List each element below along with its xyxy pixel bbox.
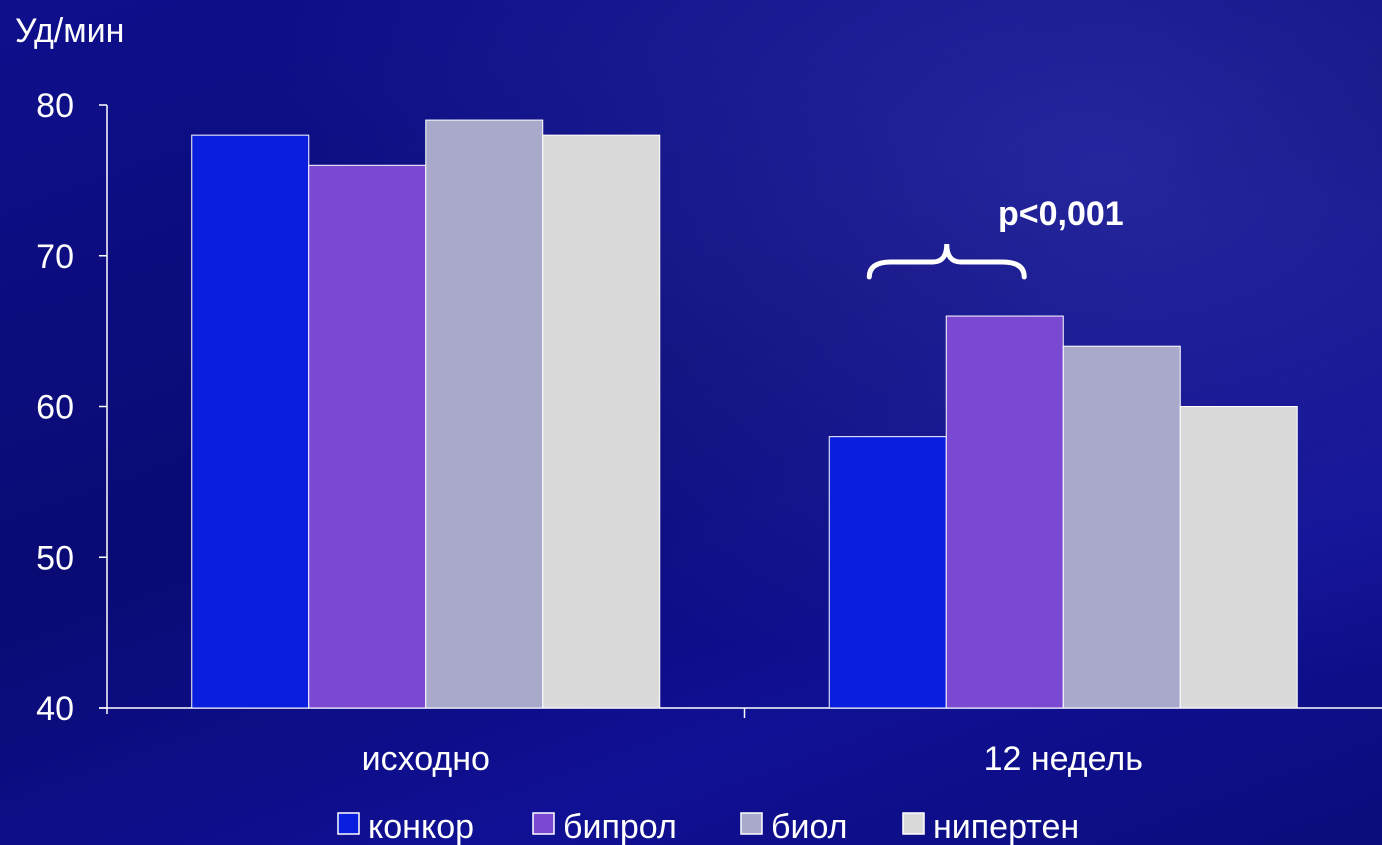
legend: конкор бипрол биол нипертен (337, 808, 1079, 845)
category-label: исходно (362, 740, 490, 778)
bar (191, 134, 310, 709)
bar (425, 119, 544, 709)
bar (828, 436, 947, 709)
legend-label: биол (771, 808, 847, 845)
bar (1062, 345, 1181, 709)
legend-label: бипрол (563, 808, 677, 845)
y-tick-label: 50 (36, 539, 74, 577)
bar (308, 164, 427, 709)
legend-label: конкор (368, 808, 474, 845)
category-label: 12 недель (984, 740, 1143, 778)
y-tick-label: 80 (36, 87, 74, 125)
significance-brace (866, 243, 1027, 280)
y-axis-label: Уд/мин (15, 12, 124, 50)
y-tick-label: 40 (36, 690, 74, 728)
significance-label: p<0,001 (998, 195, 1124, 233)
bar (1179, 406, 1298, 709)
legend-swatch (902, 812, 925, 835)
legend-swatch (337, 812, 360, 835)
bars (191, 119, 1298, 709)
legend-label: нипертен (933, 808, 1079, 845)
bar (542, 134, 661, 709)
annotation: p<0,001 (866, 195, 1124, 280)
axes: Уд/мин 40 50 60 70 80 исходно 12 недель (15, 12, 1382, 778)
y-tick-label: 70 (36, 238, 74, 276)
bar (945, 315, 1064, 709)
legend-swatch (532, 812, 555, 835)
y-tick-label: 60 (36, 389, 74, 427)
legend-swatch (740, 812, 763, 835)
